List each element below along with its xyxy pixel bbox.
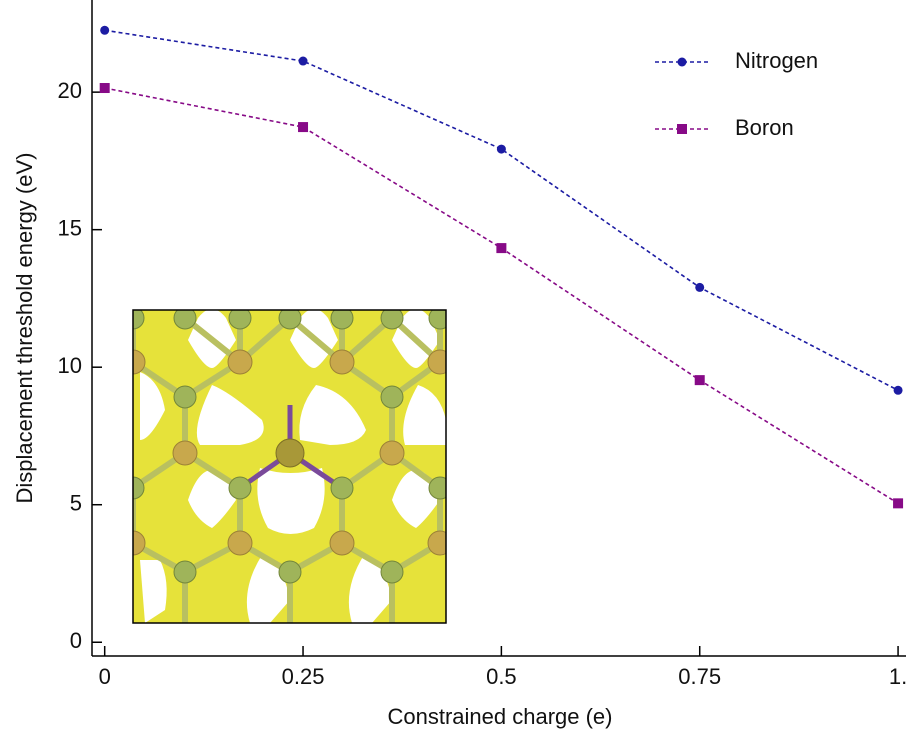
data-point [893, 498, 904, 509]
data-point [694, 375, 705, 386]
data-point [298, 56, 308, 66]
y-tick-label: 15 [58, 215, 82, 240]
y-tick-label: 20 [58, 78, 82, 103]
data-point [496, 144, 506, 154]
series-line [104, 29, 899, 392]
x-tick-label: 0 [99, 664, 111, 689]
data-point [893, 385, 903, 395]
y-tick-label: 10 [58, 353, 82, 378]
y-axis-title: Displacement threshold energy (eV) [12, 153, 37, 504]
x-tick-label: 0.5 [486, 664, 517, 689]
y-tick-label: 0 [70, 628, 82, 653]
x-tick-label: 0.25 [282, 664, 325, 689]
legend-label: Nitrogen [735, 48, 818, 73]
x-tick-label: 1. [889, 664, 907, 689]
y-tick-label: 5 [70, 491, 82, 516]
legend-label: Boron [735, 115, 794, 140]
data-point [298, 122, 309, 133]
data-point [496, 243, 507, 254]
legend-marker [677, 124, 687, 134]
data-point [99, 83, 110, 94]
legend-marker [677, 57, 687, 67]
inset-image [132, 309, 447, 624]
data-point [100, 25, 110, 35]
x-tick-label: 0.75 [678, 664, 721, 689]
x-axis-title: Constrained charge (e) [387, 704, 612, 729]
data-point [695, 282, 705, 292]
